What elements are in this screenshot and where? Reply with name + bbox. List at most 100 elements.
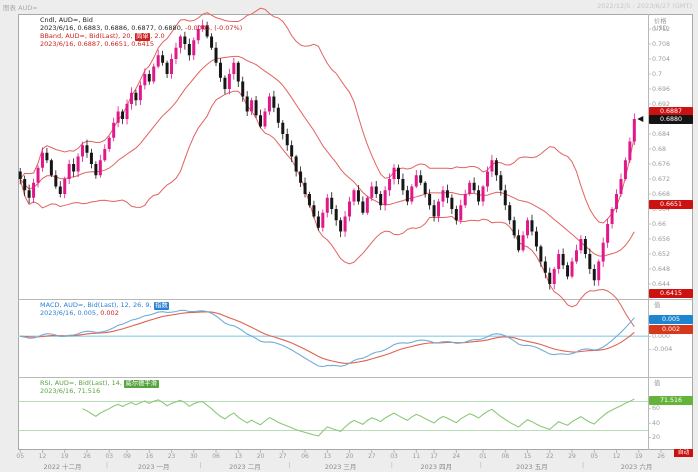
day-tick-label: 19 [60,453,69,460]
day-tick-label: 30 [189,453,198,460]
day-tick-label: 15 [523,453,532,460]
month-separator: | [390,461,393,469]
day-tick-label: 12 [612,453,621,460]
month-label: 2023 二月 [229,463,261,471]
day-tick-label: 20 [256,453,265,460]
day-tick-label: 26 [83,453,91,460]
price-tick-label: 0.672 [652,175,671,183]
month-label: 2023 一月 [137,463,170,471]
price-tick-label: 0.696 [652,85,671,93]
rsi-tick-label: 40 [652,419,661,427]
month-separator: | [199,461,202,469]
day-tick-label: 24 [452,453,461,460]
day-tick-label: 09 [123,453,131,460]
day-tick-label: 01 [479,453,487,460]
day-tick-label: 23 [167,453,176,460]
rsi-tick-label: 60 [652,405,661,413]
candle-change-values: -0.0005, (-0.07%) [184,24,243,32]
day-tick-label: 12 [38,453,47,460]
day-tick-label: 13 [323,453,332,460]
bband-middle-badge: 0.6651 [649,200,693,210]
rsi-legend-values: 2023/6/16, 71.516 [40,387,101,395]
day-tick-label: 06 [301,453,309,460]
bband-upper-badge: 0.6887 [649,107,693,117]
day-tick-label: 26 [657,453,665,460]
day-tick-label: 19 [634,453,643,460]
month-label: 2023 三月 [324,463,357,471]
date-range-label: 2022/12/5 - 2023/6/27 (GMT) [597,2,692,10]
day-tick-label: 27 [367,453,376,460]
price-tick-label: 0.66 [652,220,667,228]
day-tick-label: 08 [501,453,510,460]
day-tick-label: 22 [545,453,554,460]
macd-axis-title: 值 [654,302,661,309]
month-separator: | [105,461,109,469]
day-tick-label: 11 [412,453,421,460]
auto-scale-badge[interactable]: 自动 [674,449,693,457]
candle-legend-values: 2023/6/16, 0.6883, 0.6886, 0.6877, 0.688… [40,24,242,33]
bband-legend-title[interactable]: BBand, AUD=, Bid(Last), 20, 简单, 2.0 [40,32,165,41]
rsi-legend-title[interactable]: RSI, AUD=, Bid(Last), 14, 威尔德平滑 [40,379,159,388]
price-tick-label: 0.692 [652,100,671,108]
macd-value: 2023/6/16, 0.005, [40,309,99,317]
price-tick-label: 0.712 [652,25,671,33]
price-axis-title-line2: USD [654,25,668,32]
price-tick-label: 0.676 [652,160,671,168]
macd-signal-badge: 0.002 [649,325,693,335]
bband-legend-suffix: , 2.0 [150,32,165,40]
macd-legend-title[interactable]: MACD, AUD=, Bid(Last), 12, 26, 9, 指数 [40,301,170,310]
rsi-legend-prefix: RSI, AUD=, Bid(Last), 14, [40,379,122,387]
price-tick-label: 0.708 [652,40,671,48]
rsi-smoothing-chip[interactable]: 威尔德平滑 [124,380,159,388]
price-axis-title: 价格 USD [654,18,667,32]
bband-lower-badge: 0.6415 [649,288,693,298]
month-label: 2023 六月 [620,463,653,471]
last-price-badge: 0.6880 [649,115,693,124]
price-axis-title-line1: 价格 [654,18,667,25]
macd-legend-values: 2023/6/16, 0.005, 0.002 [40,309,119,318]
month-separator: | [582,461,585,469]
day-tick-label: 27 [278,453,287,460]
month-label: 2023 四月 [420,463,453,471]
rsi-value-badge: 71.516 [649,396,693,405]
candle-ohlc-values: 2023/6/16, 0.6883, 0.6886, 0.6877, 0.688… [40,24,183,32]
price-tick-label: 0.68 [652,145,667,153]
macd-legend-prefix: MACD, AUD=, Bid(Last), 12, 26, 9, [40,301,152,309]
month-separator: | [479,461,482,469]
price-tick-label: 0.648 [652,265,671,273]
day-tick-label: 06 [212,453,220,460]
macd-ma-type-chip[interactable]: 指数 [153,302,170,310]
price-tick-label: 0.704 [652,55,671,63]
macd-signal-value: 0.002 [100,309,119,317]
candle-legend-title[interactable]: Cndl, AUD=, Bid [40,16,93,24]
day-tick-label: 03 [390,453,398,460]
price-tick-label: 0.644 [652,280,671,288]
macd-tick-label: -0.004 [652,346,673,354]
day-tick-label: 03 [105,453,114,460]
rsi-tick-label: 20 [652,434,661,442]
price-tick-label: 0.684 [652,130,671,138]
day-tick-label: 29 [568,453,576,460]
price-tick-label: 0.652 [652,250,671,258]
month-label: 2022 十二月 [43,463,82,471]
window-title: 图表 AUD= [3,4,38,12]
macd-tick-label: 0.000 [652,332,671,340]
rsi-axis-title: 值 [654,380,661,387]
price-tick-label: 0.7 [652,70,663,78]
day-tick-label: 20 [345,453,354,460]
day-tick-label: 05 [590,453,599,460]
bband-ma-type-chip[interactable]: 简单 [134,33,151,41]
month-separator: | [288,461,291,469]
macd-value-badge: 0.005 [649,315,693,325]
price-tick-label: 0.668 [652,190,671,198]
bband-legend-values: 2023/6/16, 0.6887, 0.6651, 0.6415 [40,40,154,48]
day-tick-label: 13 [234,453,243,460]
month-label: 2023 五月 [516,463,548,471]
bband-legend-prefix: BBand, AUD=, Bid(Last), 20, [40,32,133,40]
day-tick-label: 17 [430,453,438,460]
price-tick-label: 0.656 [652,235,671,243]
day-tick-label: 16 [145,453,154,460]
day-tick-label: 05 [16,453,25,460]
